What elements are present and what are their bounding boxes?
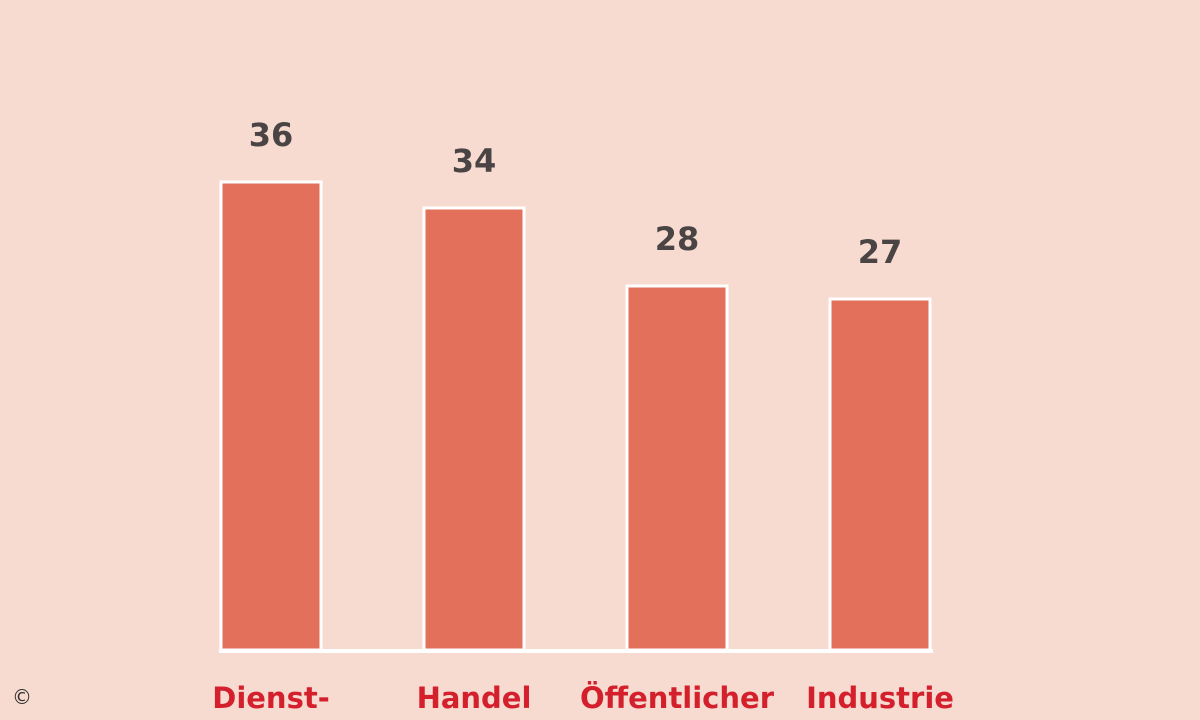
- bar: [828, 297, 932, 652]
- category-label: Handel: [417, 681, 532, 715]
- value-label: 34: [452, 142, 497, 180]
- copyright: ©: [12, 685, 32, 709]
- bar: [422, 206, 526, 652]
- category-label: Dienst-: [212, 681, 330, 715]
- value-label: 28: [655, 220, 700, 258]
- category-label: Industrie: [806, 681, 954, 715]
- value-label: 27: [858, 233, 903, 271]
- value-label: 36: [249, 116, 294, 154]
- category-label: Öffentlicher: [580, 681, 775, 715]
- bar: [219, 180, 323, 652]
- bar: [625, 284, 729, 652]
